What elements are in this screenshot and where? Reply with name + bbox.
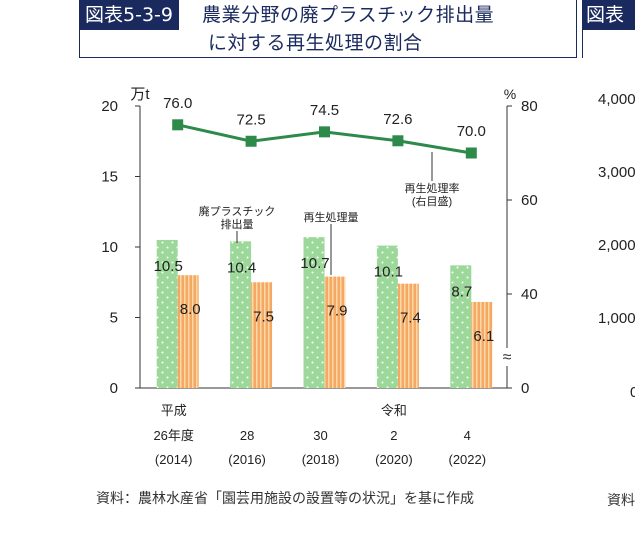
rate-point bbox=[319, 126, 330, 138]
bar-emission-value: 8.7 bbox=[451, 283, 472, 300]
bar-emission-value: 10.1 bbox=[374, 264, 403, 281]
right-tick-label: 0 bbox=[521, 380, 529, 397]
bar-emission bbox=[230, 241, 252, 388]
figure-tag: 図表5-3-9 bbox=[79, 0, 179, 30]
left-tick-label: 15 bbox=[101, 169, 118, 186]
x-western-year-label: (2014) bbox=[155, 452, 193, 467]
bar-recycle-value: 7.4 bbox=[400, 310, 421, 327]
next-figure-source: 資料 bbox=[607, 493, 635, 509]
chart: ≈ 05101520万t0406080%10.58.010.47.510.77.… bbox=[101, 86, 635, 467]
bar-recycle-value: 8.0 bbox=[180, 301, 201, 318]
bar-recycle bbox=[397, 283, 419, 388]
bar-recycle bbox=[177, 275, 199, 388]
bar-emission bbox=[450, 265, 472, 388]
bar-recycle bbox=[471, 301, 493, 388]
x-year-label: 28 bbox=[240, 428, 254, 443]
rate-value-label: 72.5 bbox=[236, 111, 265, 128]
bar-recycle bbox=[324, 276, 346, 388]
rate-value-label: 76.0 bbox=[163, 95, 192, 112]
bar-emission-value: 10.7 bbox=[300, 255, 329, 272]
x-year-label: 2 bbox=[390, 428, 397, 443]
x-era-label: 令和 bbox=[381, 403, 407, 418]
emission-series-label-line1: 廃プラスチック bbox=[199, 204, 276, 218]
left-tick-label: 10 bbox=[101, 239, 118, 256]
bar-emission bbox=[376, 245, 398, 388]
rate-point bbox=[392, 135, 404, 147]
x-western-year-label: (2022) bbox=[449, 452, 487, 467]
left-axis-unit: 万t bbox=[130, 86, 150, 103]
right-axis-unit: % bbox=[504, 86, 516, 102]
bar-recycle-value: 6.1 bbox=[473, 328, 494, 345]
recycle-series-label: 再生処理量 bbox=[304, 210, 359, 224]
rate-value-label: 74.5 bbox=[310, 102, 339, 119]
right-tick-label: 60 bbox=[521, 192, 538, 209]
next-figure-tag: 図表 bbox=[582, 0, 635, 30]
bar-recycle-value: 7.5 bbox=[253, 308, 274, 325]
rate-value-label: 70.0 bbox=[457, 123, 486, 140]
next-figure-tick-label: 1,000 bbox=[598, 310, 635, 327]
left-tick-label: 20 bbox=[101, 98, 118, 115]
left-tick-label: 5 bbox=[110, 310, 118, 327]
x-year-label: 4 bbox=[464, 428, 471, 443]
figure-title-line1: 農業分野の廃プラスチック排出量 bbox=[202, 4, 495, 26]
next-figure-tick-label: 4,000 bbox=[598, 91, 635, 108]
next-figure-tick-label: 2,000 bbox=[598, 237, 635, 254]
bar-recycle-value: 7.9 bbox=[327, 303, 348, 320]
bar-emission bbox=[303, 237, 325, 388]
source-note: 資料：農林水産省「園芸用施設の設置等の状況」を基に作成 bbox=[96, 491, 474, 507]
bar-recycle bbox=[251, 282, 273, 388]
bar-emission-value: 10.5 bbox=[154, 258, 183, 275]
bar-emission-value: 10.4 bbox=[227, 259, 256, 276]
figure-title: 農業分野の廃プラスチック排出量 に対する再生処理の割合 bbox=[202, 1, 574, 57]
axis-break-symbol: ≈ bbox=[503, 349, 512, 366]
x-era-label: 平成 bbox=[161, 403, 187, 418]
rate-value-label: 72.6 bbox=[383, 111, 412, 128]
rate-series-label-line2: (右目盛) bbox=[412, 194, 452, 208]
rate-point bbox=[465, 147, 477, 159]
rate-point bbox=[245, 135, 257, 147]
rate-point bbox=[172, 119, 184, 131]
figure-title-line2: に対する再生処理の割合 bbox=[208, 32, 423, 54]
next-figure-tick-label: 3,000 bbox=[598, 164, 635, 181]
right-tick-label: 80 bbox=[521, 98, 538, 115]
rate-series-label-line1: 再生処理率 bbox=[405, 181, 460, 195]
x-western-year-label: (2016) bbox=[228, 452, 266, 467]
next-figure-tick-label: 0 bbox=[630, 384, 635, 401]
x-year-label: 30 bbox=[313, 428, 327, 443]
x-year-label: 26年度 bbox=[153, 428, 193, 443]
left-tick-label: 0 bbox=[110, 380, 118, 397]
emission-series-label-line2: 排出量 bbox=[221, 217, 254, 231]
x-western-year-label: (2020) bbox=[375, 452, 413, 467]
x-western-year-label: (2018) bbox=[302, 452, 340, 467]
right-tick-label: 40 bbox=[521, 286, 538, 303]
bar-emission bbox=[156, 239, 178, 388]
